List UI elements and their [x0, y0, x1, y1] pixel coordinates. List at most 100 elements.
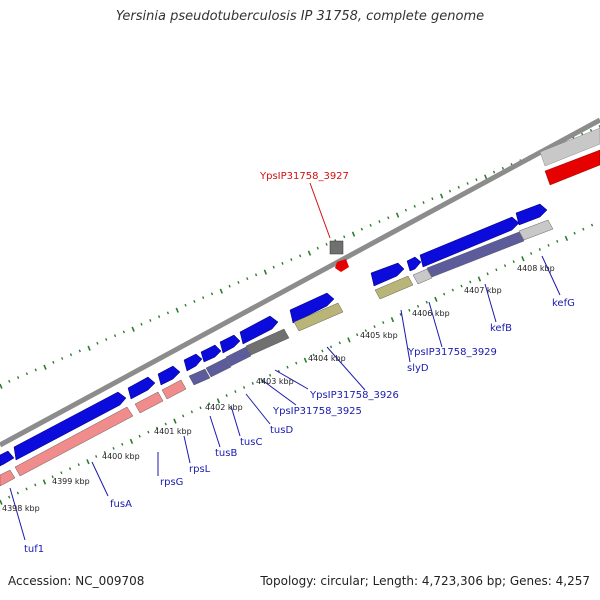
gene-label-tusB[interactable]: tusB: [215, 448, 237, 459]
gene-label-tusD[interactable]: tusD: [270, 425, 293, 436]
genome-backbone: [0, 117, 600, 448]
gene-slyD-arrow[interactable]: [370, 262, 405, 287]
tick-mark: [347, 337, 351, 343]
gene-label-fusA[interactable]: fusA: [110, 499, 132, 510]
tick-mark: [431, 197, 434, 201]
kbp-label: 4408 kbp: [517, 264, 555, 273]
gene-kefG-arrow[interactable]: [515, 203, 548, 226]
tick-mark: [113, 334, 117, 338]
tick-mark: [547, 243, 550, 247]
tick-mark: [86, 459, 90, 465]
gene-label-rpsL[interactable]: rpsL: [189, 464, 211, 475]
tick-mark: [281, 261, 284, 265]
tick-mark: [312, 353, 315, 357]
gene-tusC-arrow[interactable]: [200, 344, 222, 363]
cds-kefB-bar[interactable]: [426, 231, 525, 278]
tick-mark: [34, 483, 37, 487]
cds-upper-gray-bar[interactable]: [539, 127, 600, 167]
label-leader-lines: [9, 255, 561, 541]
gene-tusB-arrow[interactable]: [183, 353, 203, 372]
gene-YpsIP31758_3925-arrow[interactable]: [239, 315, 279, 345]
cds-tusD-bar[interactable]: [225, 346, 252, 367]
leader-YpsIP31758_3927: [309, 182, 331, 239]
tick-mark: [184, 303, 187, 307]
tick-mark: [501, 166, 504, 170]
gene-fusA-arrow[interactable]: [13, 391, 127, 461]
inner-tick-ring: [0, 223, 594, 505]
gene-label-YpsIP31758_3925[interactable]: YpsIP31758_3925: [272, 406, 362, 417]
cds-slyD-bar[interactable]: [374, 275, 414, 300]
gene-YpsIP31758_3929-arrow[interactable]: [406, 256, 422, 272]
tick-mark: [382, 321, 385, 324]
cds-YpsIP31758_3925-bar[interactable]: [245, 328, 290, 356]
tick-mark: [443, 292, 446, 296]
tick-mark: [356, 333, 359, 337]
tick-mark: [51, 475, 54, 479]
tick-mark: [129, 438, 134, 445]
cds-kefG-bar[interactable]: [518, 219, 554, 241]
gene-label-tuf1[interactable]: tuf1: [24, 544, 44, 555]
tick-mark: [42, 479, 47, 485]
tick-mark: [0, 383, 3, 389]
tick-mark: [439, 193, 444, 199]
tick-mark: [521, 256, 525, 262]
accession-label: Accession: NC_009708: [8, 574, 145, 588]
gene-label-YpsIP31758_3927[interactable]: YpsIP31758_3927: [259, 171, 349, 182]
gene-rpsG-arrow[interactable]: [127, 376, 156, 400]
tick-mark: [272, 265, 275, 269]
gene-label-slyD[interactable]: slyD: [407, 363, 429, 374]
gene-YpsIP31758_3927-box[interactable]: [329, 240, 344, 255]
gene-kefB-arrow[interactable]: [419, 216, 520, 268]
tick-mark: [173, 418, 177, 424]
tick-mark: [321, 349, 324, 353]
tick-mark: [121, 442, 124, 446]
kbp-label: 4401 kbp: [154, 427, 192, 436]
tick-mark: [69, 353, 73, 357]
tick-mark: [512, 260, 515, 264]
tick-mark: [105, 338, 108, 341]
cds-upper-red-bar[interactable]: [544, 149, 600, 186]
gene-labels: tuf1 fusA rpsG rpsL tusB tusC tusD YpsIP…: [24, 171, 575, 555]
reverse-gene-track: [0, 219, 554, 487]
gene-label-tusC[interactable]: tusC: [240, 437, 262, 448]
gene-tuf1-arrow[interactable]: [0, 450, 15, 467]
tick-mark: [338, 341, 341, 345]
tick-mark: [43, 364, 47, 370]
tick-mark: [486, 272, 489, 276]
gene-YpsIP31758_3926-arrow[interactable]: [289, 292, 335, 324]
tick-mark: [61, 357, 64, 360]
tick-mark: [25, 372, 29, 376]
gene-label-YpsIP31758_3926[interactable]: YpsIP31758_3926: [309, 390, 399, 401]
gene-label-kefB[interactable]: kefB: [490, 323, 512, 334]
kbp-label: 4407 kbp: [464, 286, 502, 295]
tick-mark: [448, 189, 452, 193]
tick-mark: [175, 307, 179, 313]
tick-mark: [475, 178, 478, 182]
tick-mark: [434, 296, 438, 302]
cds-YpsIP31758_3926-bar[interactable]: [293, 302, 344, 332]
cds-YpsIP31758_3929-bar[interactable]: [412, 268, 433, 285]
tick-mark: [16, 376, 20, 379]
gene-label-rpsG[interactable]: rpsG: [160, 477, 183, 488]
tick-mark: [413, 204, 416, 208]
tick-mark: [492, 170, 496, 174]
tick-mark: [78, 349, 81, 353]
cds-tusC-bar[interactable]: [205, 357, 232, 378]
tick-mark: [193, 300, 196, 303]
cds-fusA-bar[interactable]: [14, 406, 134, 477]
cds-tusB-bar[interactable]: [188, 368, 211, 386]
gene-YpsIP31758_3927-arrow[interactable]: [335, 259, 349, 272]
cds-rpsL-bar[interactable]: [161, 379, 187, 400]
gene-label-YpsIP31758_3929[interactable]: YpsIP31758_3929: [407, 347, 497, 358]
gene-rpsL-arrow[interactable]: [157, 365, 181, 386]
tick-mark: [399, 312, 402, 316]
tick-mark: [573, 231, 576, 235]
genome-title: Yersinia pseudotuberculosis IP 31758, co…: [115, 9, 485, 24]
tick-mark: [364, 329, 367, 333]
cds-tuf1-bar[interactable]: [0, 469, 16, 487]
cds-rpsG-bar[interactable]: [134, 391, 164, 414]
gene-tusD-arrow[interactable]: [219, 334, 241, 354]
gene-label-kefG[interactable]: kefG: [552, 298, 575, 309]
kbp-label: 4406 kbp: [412, 309, 450, 318]
